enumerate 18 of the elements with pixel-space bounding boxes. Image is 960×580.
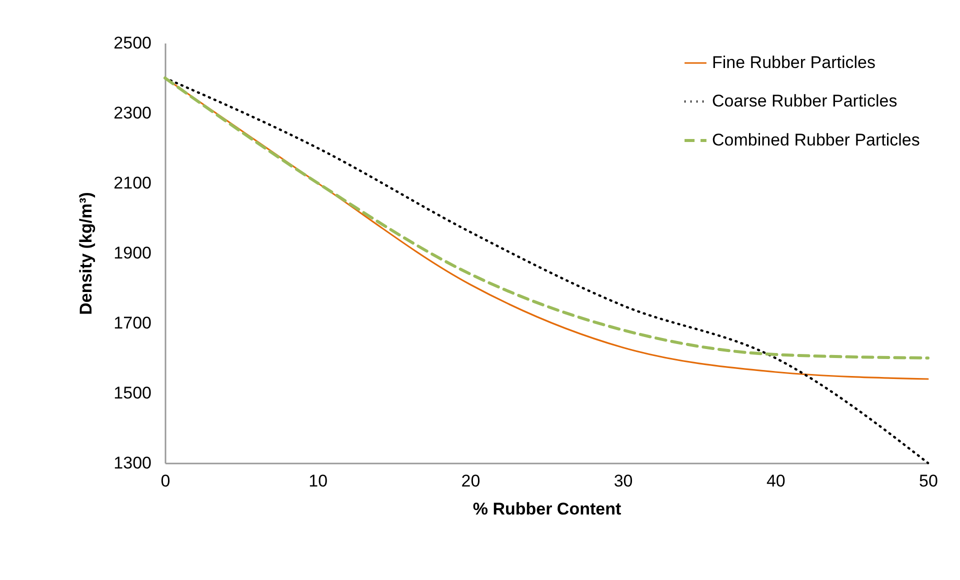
y-tick-label: 2300 [114,104,152,122]
y-tick-label: 1900 [114,244,152,262]
x-tick-label: 0 [160,472,170,490]
x-tick-label: 30 [614,472,633,490]
y-tick-label: 2100 [114,174,152,192]
y-tick-label: 1700 [114,314,152,332]
y-tick-label: 2500 [114,34,152,52]
legend-label: Coarse Rubber Particles [712,92,898,110]
x-tick-label: 40 [766,472,786,490]
y-axis-title: Density (kg/m³) [76,192,96,315]
legend-label: Combined Rubber Particles [712,130,920,150]
legend-label: Fine Rubber Particles [712,53,876,72]
x-tick-label: 50 [919,472,938,490]
y-tick-label: 1300 [114,454,152,472]
x-tick-label: 10 [308,472,328,490]
y-tick-label: 1500 [114,384,152,402]
x-axis-title: % Rubber Content [472,500,622,518]
x-tick-label: 20 [461,472,480,490]
